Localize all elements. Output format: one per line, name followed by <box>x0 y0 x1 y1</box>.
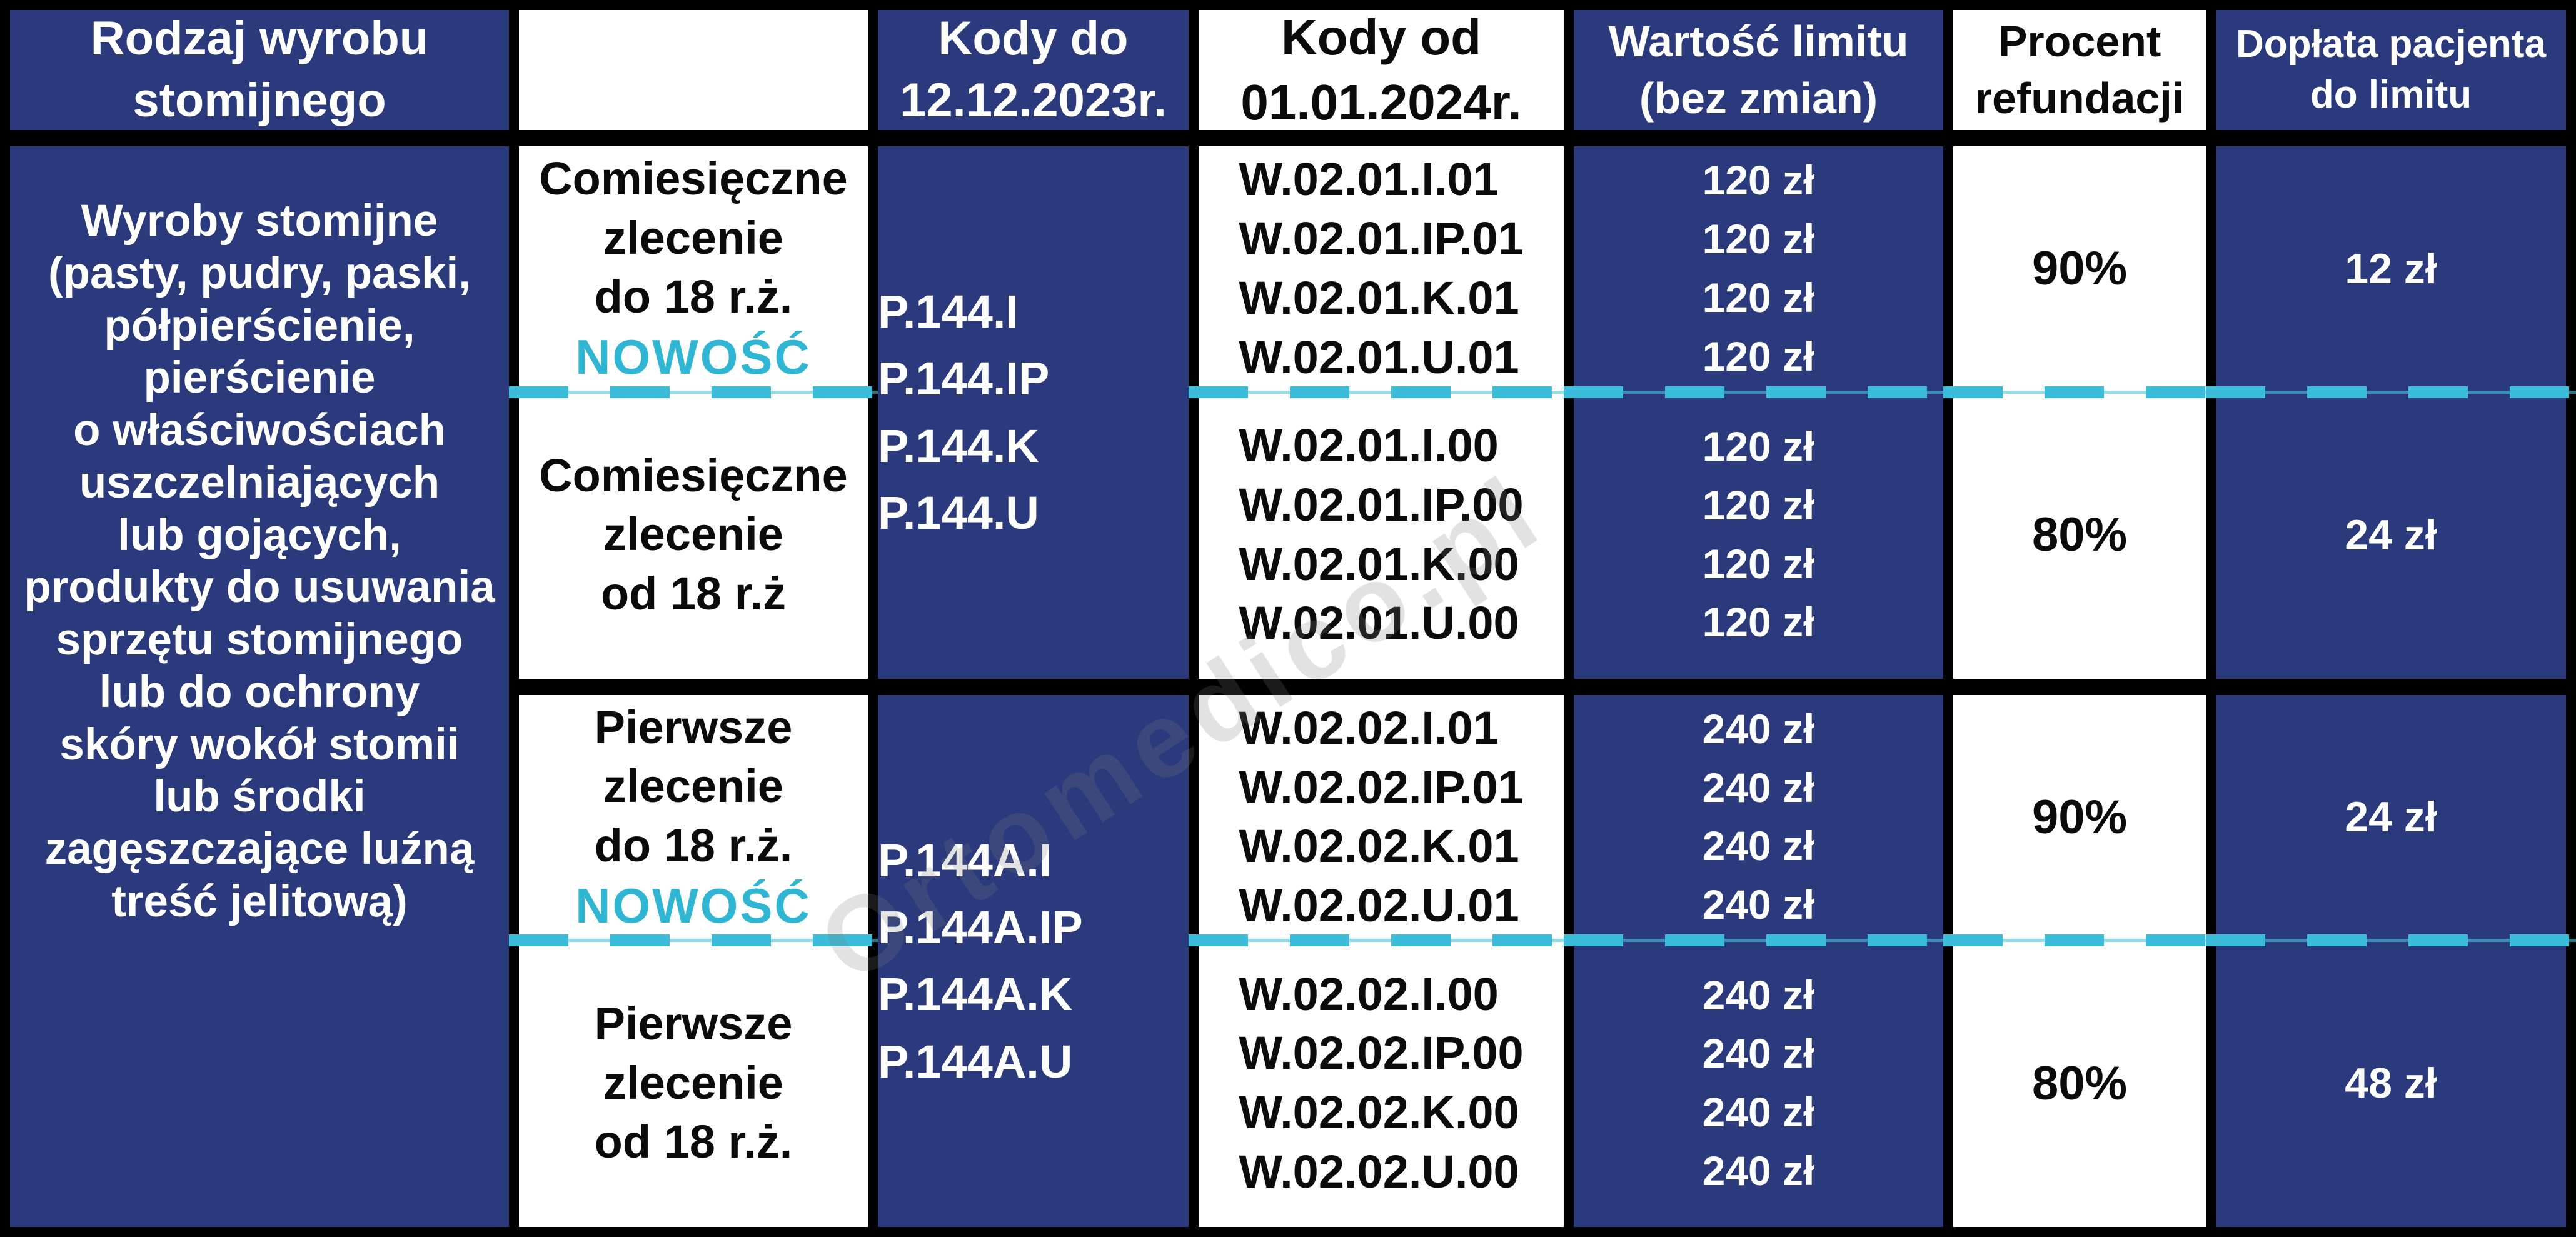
header-product-type-label: Rodzaj wyrobu stomijnego <box>90 12 429 127</box>
refund-monthly-over18: 80% <box>1953 391 2206 679</box>
refund-monthly-under18: 90% <box>1943 146 2216 398</box>
limit-values-first-over18: 240 zł 240 zł 240 zł 240 zł <box>1574 939 1943 1227</box>
copay-first-under18: 24 zł <box>2206 695 2576 946</box>
patient-copay-cell-first: 24 zł 48 zł <box>2206 694 2576 1227</box>
order-type-text: Pierwsze zlecenie od 18 r.ż. <box>594 998 793 1168</box>
old-codes-list: P.144.I P.144.IP P.144.K P.144.U <box>878 286 1050 539</box>
limit-values-first-under18: 240 zł 240 zł 240 zł 240 zł <box>1564 695 1953 946</box>
patient-copay-value: 24 zł <box>2345 793 2437 841</box>
product-description-cell: Wyroby stomijne (pasty, pudry, paski, pó… <box>10 146 509 1227</box>
new-codes-list: W.02.02.I.01 W.02.02.IP.01 W.02.02.K.01 … <box>1239 701 1524 932</box>
new-codes-list: W.02.02.I.00 W.02.02.IP.00 W.02.02.K.00 … <box>1239 968 1524 1198</box>
header-limit-value-label: Wartość limitu (bez zmian) <box>1608 17 1909 123</box>
new-codes-monthly-under18: W.02.01.I.01 W.02.01.IP.01 W.02.01.K.01 … <box>1189 146 1574 398</box>
order-type-cell-monthly: Comiesięczne zlecenie do 18 r.ż. NOWOŚĆ … <box>509 146 878 679</box>
limit-values-list: 120 zł 120 zł 120 zł 120 zł <box>1702 157 1815 379</box>
order-type-cell-first: Pierwsze zlecenie do 18 r.ż. NOWOŚĆ Pier… <box>509 694 878 1227</box>
old-codes-cell-first: P.144A.I P.144A.IP P.144A.K P.144A.U <box>878 694 1189 1227</box>
header-codes-until-label: Kody do 12.12.2023r. <box>900 12 1167 127</box>
old-codes-list: P.144A.I P.144A.IP P.144A.K P.144A.U <box>878 834 1083 1088</box>
header-patient-copay: Dopłata pacjenta do limitu <box>2216 10 2566 130</box>
old-codes-cell-monthly: P.144.I P.144.IP P.144.K P.144.U <box>878 146 1189 679</box>
refund-percent-value: 90% <box>2031 242 2128 296</box>
header-codes-from: Kody od 01.01.2024r. <box>1199 9 1564 130</box>
new-codes-list: W.02.01.I.01 W.02.01.IP.01 W.02.01.K.01 … <box>1239 153 1524 383</box>
header-codes-from-label: Kody od 01.01.2024r. <box>1240 9 1522 130</box>
header-limit-value: Wartość limitu (bez zmian) <box>1574 10 1943 130</box>
refund-percent-value: 90% <box>2031 790 2128 844</box>
header-order-type-empty <box>519 10 868 130</box>
new-codes-cell-monthly: W.02.01.I.01 W.02.01.IP.01 W.02.01.K.01 … <box>1189 146 1574 679</box>
copay-first-over18: 48 zł <box>2216 939 2566 1227</box>
patient-copay-value: 12 zł <box>2345 244 2437 293</box>
header-refund-percent-label: Procent refundacji <box>1975 17 2185 123</box>
new-badge: NOWOŚĆ <box>575 878 812 933</box>
refund-percent-value: 80% <box>2031 508 2128 562</box>
order-type-monthly-over18: Comiesięczne zlecenie od 18 r.ż <box>519 391 868 679</box>
patient-copay-cell-monthly: 12 zł 24 zł <box>2206 146 2576 679</box>
patient-copay-value: 24 zł <box>2345 511 2437 559</box>
limit-value-cell-first: 240 zł 240 zł 240 zł 240 zł 240 zł 240 z… <box>1564 694 1953 1227</box>
header-product-type: Rodzaj wyrobu stomijnego <box>10 10 509 130</box>
refund-first-under18: 90% <box>1943 695 2216 946</box>
order-type-monthly-under18: Comiesięczne zlecenie do 18 r.ż. NOWOŚĆ <box>509 146 878 398</box>
order-type-first-over18: Pierwsze zlecenie od 18 r.ż. <box>519 939 868 1227</box>
new-codes-first-under18: W.02.02.I.01 W.02.02.IP.01 W.02.02.K.01 … <box>1189 695 1574 946</box>
limit-values-list: 120 zł 120 zł 120 zł 120 zł <box>1702 423 1815 646</box>
new-codes-list: W.02.01.I.00 W.02.01.IP.00 W.02.01.K.00 … <box>1239 419 1524 649</box>
limit-values-list: 240 zł 240 zł 240 zł 240 zł <box>1702 705 1815 928</box>
refund-percent-cell-monthly: 90% 80% <box>1943 146 2216 679</box>
limit-value-cell-monthly: 120 zł 120 zł 120 zł 120 zł 120 zł 120 z… <box>1564 146 1953 679</box>
refund-percent-value: 80% <box>2031 1056 2128 1110</box>
header-refund-percent: Procent refundacji <box>1953 10 2206 130</box>
order-type-first-under18: Pierwsze zlecenie do 18 r.ż. NOWOŚĆ <box>509 695 878 946</box>
order-type-text: Pierwsze zlecenie do 18 r.ż. <box>594 701 793 871</box>
refund-first-over18: 80% <box>1953 939 2206 1227</box>
order-type-text: Comiesięczne zlecenie od 18 r.ż <box>539 449 848 619</box>
new-codes-cell-first: W.02.02.I.01 W.02.02.IP.01 W.02.02.K.01 … <box>1189 694 1574 1227</box>
limit-values-monthly-under18: 120 zł 120 zł 120 zł 120 zł <box>1564 146 1953 398</box>
product-description-text: Wyroby stomijne (pasty, pudry, paski, pó… <box>24 196 495 926</box>
new-codes-first-over18: W.02.02.I.00 W.02.02.IP.00 W.02.02.K.00 … <box>1199 939 1564 1227</box>
limit-values-monthly-over18: 120 zł 120 zł 120 zł 120 zł <box>1574 391 1943 679</box>
copay-monthly-under18: 12 zł <box>2206 146 2576 398</box>
patient-copay-value: 48 zł <box>2345 1059 2437 1108</box>
header-codes-until: Kody do 12.12.2023r. <box>878 10 1189 130</box>
limit-values-list: 240 zł 240 zł 240 zł 240 zł <box>1702 971 1815 1194</box>
new-badge: NOWOŚĆ <box>575 329 812 385</box>
copay-monthly-over18: 24 zł <box>2216 391 2566 679</box>
new-codes-monthly-over18: W.02.01.I.00 W.02.01.IP.00 W.02.01.K.00 … <box>1199 391 1564 679</box>
header-patient-copay-label: Dopłata pacjenta do limitu <box>2235 23 2547 116</box>
order-type-text: Comiesięczne zlecenie do 18 r.ż. <box>539 153 848 323</box>
refund-percent-cell-first: 90% 80% <box>1943 694 2216 1227</box>
